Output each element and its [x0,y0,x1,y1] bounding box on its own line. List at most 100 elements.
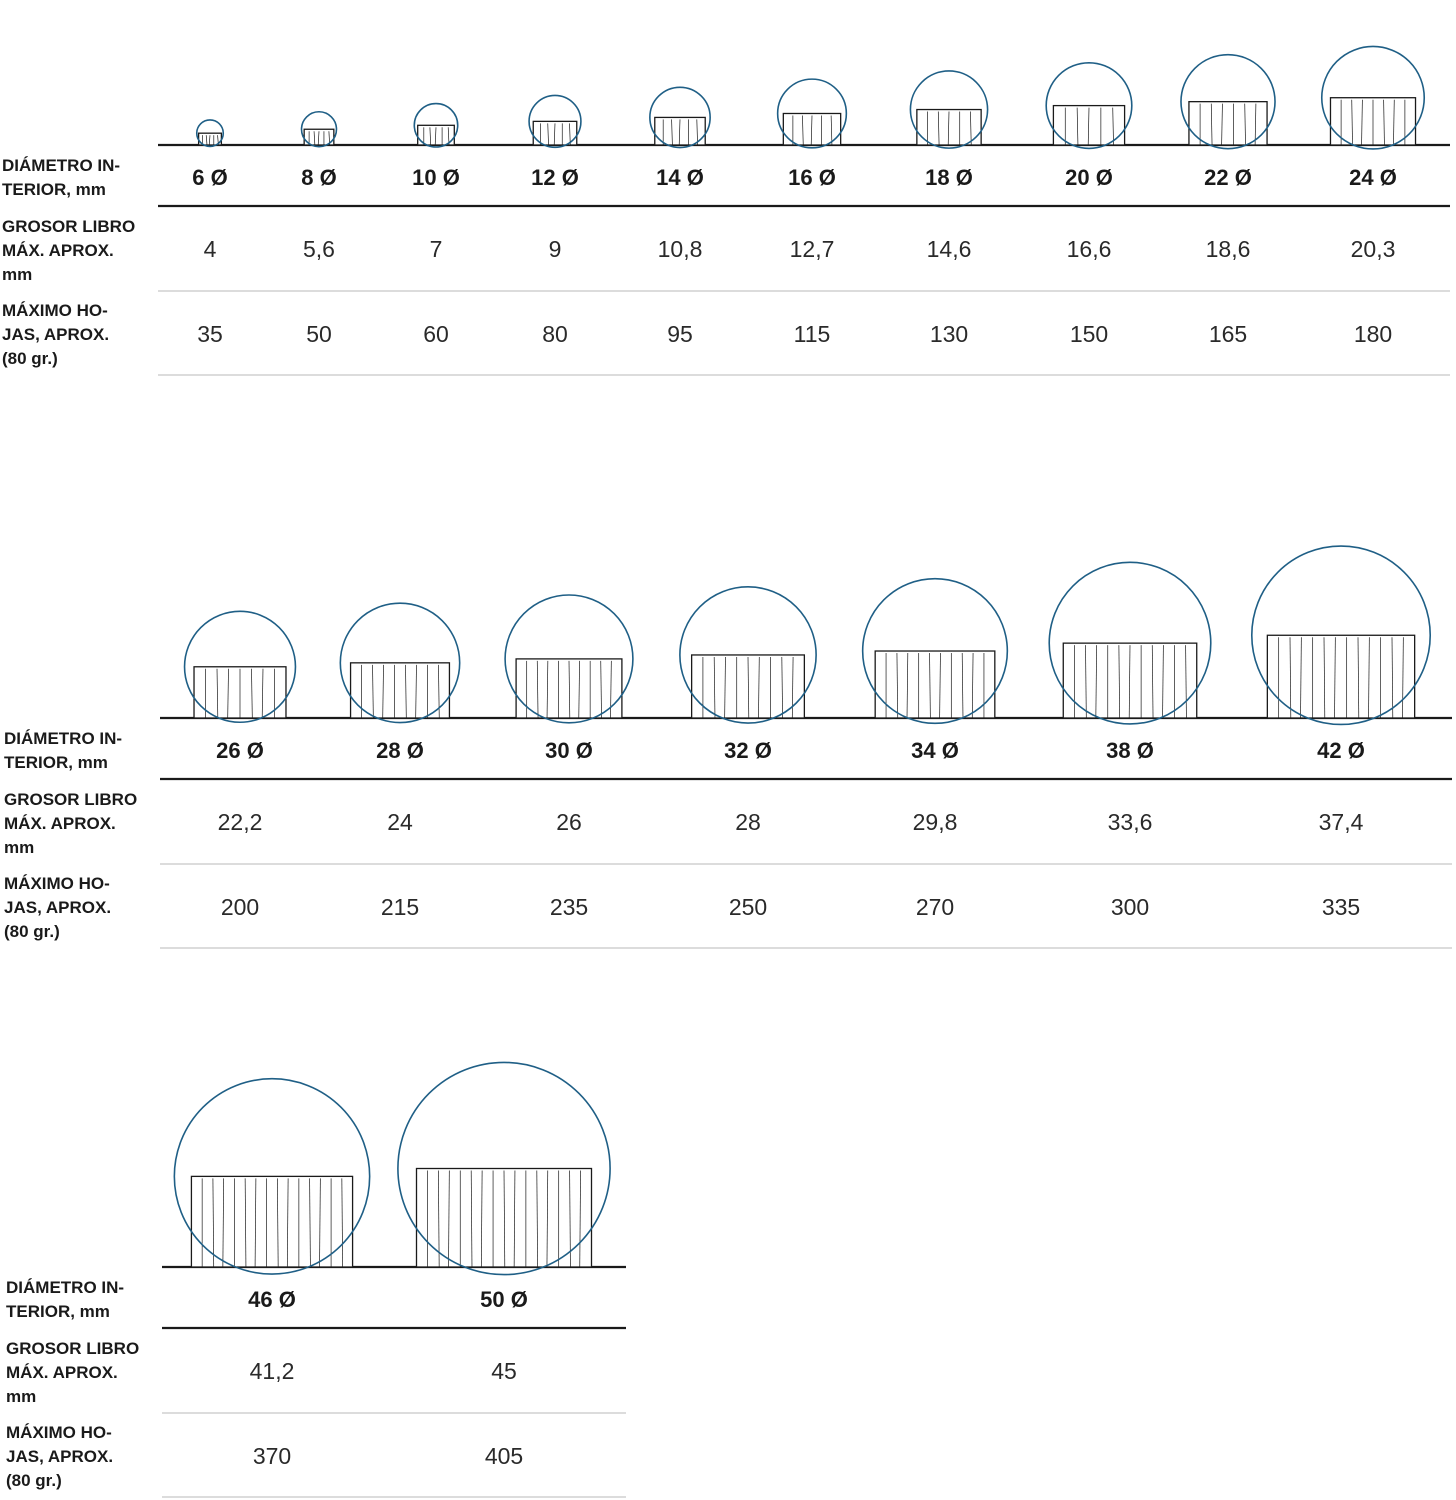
paper-stack-22 [1188,101,1268,146]
sheets-value-34: 270 [916,894,954,920]
paper-sheet-line [1289,637,1292,719]
sheets-value-42: 335 [1322,894,1360,920]
row-label-sheets-line: MÁXIMO HO- [2,301,108,320]
thickness-value-12: 9 [549,236,562,262]
paper-sheet-line [758,656,760,719]
paper-sheet-line [1095,645,1097,719]
paper-sheet-line [1402,637,1404,719]
paper-sheet-line [277,1178,279,1268]
diameter-value-46: 46 Ø [248,1287,296,1312]
paper-sheet-line [553,123,556,146]
binding-ring-50 [397,1061,611,1276]
thickness-value-42: 37,4 [1319,809,1364,835]
row-label-sheets: MÁXIMO HO- JAS, APROX. (80 gr.) [6,1423,113,1490]
diameter-value-8: 8 Ø [301,165,336,190]
diameter-value-20: 20 Ø [1065,165,1113,190]
diameter-value-42: 42 Ø [1317,738,1365,763]
paper-sheet-line [1361,99,1363,146]
paper-sheet-line [1393,99,1395,146]
paper-sheet-line [678,119,681,146]
binding-ring-32 [679,586,817,724]
diameter-value-12: 12 Ø [531,165,579,190]
paper-sheet-line [1368,637,1370,719]
paper-sheet-line [536,1170,538,1268]
paper-sheet-line [1151,645,1154,719]
sheets-value-30: 235 [550,894,588,920]
diameter-value-6: 6 Ø [192,165,227,190]
diameter-value-10: 10 Ø [412,165,460,190]
paper-sheet-line [1112,107,1114,146]
paper-sheet-line [536,660,539,719]
sheets-value-12: 80 [542,321,568,347]
row-label-thickness-line: MÁX. APROX. [2,241,114,260]
paper-sheet-line [438,664,440,719]
paper-sheet-line [546,660,549,719]
binding-ring-10 [413,102,459,148]
paper-sheet-line [1351,99,1353,146]
row-label-sheets-line: MÁXIMO HO- [6,1423,112,1442]
paper-sheet-line [405,664,407,719]
binding-ring-18 [909,70,989,149]
diameter-value-18: 18 Ø [925,165,973,190]
binding-ring-30 [504,594,634,724]
binding-ring-42 [1250,545,1432,726]
paper-sheet-line [317,131,320,146]
paper-sheet-line [438,1170,440,1268]
paper-sheet-line [906,653,909,719]
paper-sheet-line [713,656,716,719]
thickness-value-26: 22,2 [218,809,263,835]
binding-ring-20 [1045,61,1133,150]
sheets-value-26: 200 [221,894,259,920]
paper-sheet-line [781,656,783,719]
paper-sheet-line [251,668,253,719]
paper-sheet-line [1085,645,1087,719]
diameter-value-32: 32 Ø [724,738,772,763]
row-label-thickness-line: MÁX. APROX. [6,1363,118,1382]
diameter-value-34: 34 Ø [911,738,959,763]
paper-sheet-line [434,127,437,146]
table-group-1: DIÁMETRO IN- TERIOR, mm GROSOR LIBRO MÁX. A… [2,45,1450,376]
sheets-value-16: 115 [794,321,831,347]
thickness-value-46: 41,2 [250,1358,295,1384]
paper-sheet-line [261,668,264,719]
row-label-diameter-line: DIÁMETRO IN- [2,156,120,175]
binding-ring-8 [300,110,338,148]
row-label-sheets: MÁXIMO HO- JAS, APROX. (80 gr.) [2,301,109,368]
row-label-thickness: GROSOR LIBRO MÁX. APROX. mm [6,1339,139,1406]
row-label-thickness: GROSOR LIBRO MÁX. APROX. mm [4,790,137,857]
thickness-value-38: 33,6 [1108,809,1153,835]
paper-sheet-line [1254,103,1257,146]
paper-sheet-line [1244,103,1246,146]
paper-sheet-line [319,1178,321,1268]
paper-sheet-line [208,135,211,146]
sheets-value-20: 150 [1070,321,1108,347]
paper-sheet-line [810,115,813,146]
row-label-sheets-line: JAS, APROX. [4,898,111,917]
paper-sheet-line [286,1178,289,1268]
paper-sheet-line [513,1170,516,1268]
paper-sheet-line [372,664,374,719]
binding-ring-6 [195,119,225,148]
sheets-value-24: 180 [1354,321,1392,347]
paper-sheet-line [568,660,571,719]
row-label-thickness-line: mm [2,265,32,284]
paper-sheet-line [696,119,698,146]
diameter-value-14: 14 Ø [656,165,704,190]
paper-sheet-line [929,653,931,719]
paper-sheet-line [309,1178,311,1268]
diameter-value-38: 38 Ø [1106,738,1154,763]
thickness-value-14: 10,8 [658,236,703,262]
paper-sheet-line [1118,645,1121,719]
paper-sheet-line [212,1178,215,1268]
row-label-diameter: DIÁMETRO IN- TERIOR, mm [6,1278,124,1321]
paper-sheet-line [579,1170,581,1268]
thickness-value-32: 28 [735,809,761,835]
row-label-sheets-line: (80 gr.) [2,349,58,368]
row-label-thickness-line: mm [6,1387,36,1406]
paper-sheet-line [1391,637,1394,719]
paper-sheet-line [222,1178,225,1268]
thickness-value-6: 4 [204,236,217,262]
diameter-value-26: 26 Ø [216,738,264,763]
paper-sheet-line [227,668,229,719]
